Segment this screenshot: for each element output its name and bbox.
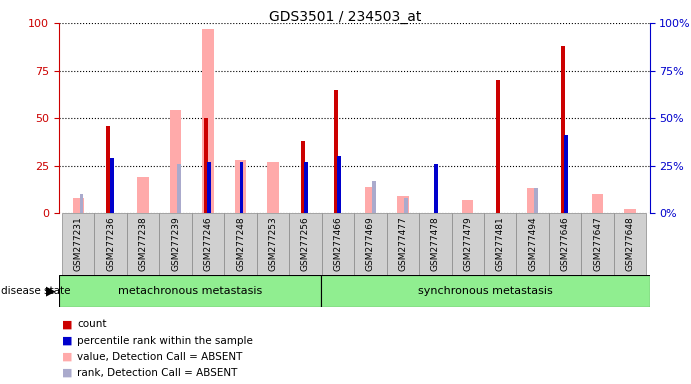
Bar xyxy=(305,162,308,213)
Bar xyxy=(235,160,246,213)
Bar xyxy=(138,177,149,213)
Bar xyxy=(337,156,341,213)
Text: ▶: ▶ xyxy=(46,285,55,298)
Text: GSM277647: GSM277647 xyxy=(593,216,602,271)
Text: GSM277466: GSM277466 xyxy=(333,216,343,271)
Bar xyxy=(170,111,181,213)
Bar xyxy=(301,141,305,213)
Text: ■: ■ xyxy=(62,336,73,346)
Text: synchronous metastasis: synchronous metastasis xyxy=(418,286,553,296)
Text: GSM277469: GSM277469 xyxy=(366,216,375,271)
Text: percentile rank within the sample: percentile rank within the sample xyxy=(77,336,254,346)
Text: metachronous metastasis: metachronous metastasis xyxy=(118,286,262,296)
Text: disease state: disease state xyxy=(1,286,70,296)
Text: GSM277477: GSM277477 xyxy=(398,216,407,271)
FancyBboxPatch shape xyxy=(581,213,614,275)
Bar xyxy=(564,135,568,213)
FancyBboxPatch shape xyxy=(192,213,225,275)
Bar xyxy=(177,164,181,213)
Text: GSM277253: GSM277253 xyxy=(269,216,278,271)
Text: rank, Detection Call = ABSENT: rank, Detection Call = ABSENT xyxy=(77,368,238,378)
Bar xyxy=(240,162,243,213)
Text: GSM277479: GSM277479 xyxy=(463,216,472,271)
Text: GSM277236: GSM277236 xyxy=(106,216,115,271)
Text: GSM277646: GSM277646 xyxy=(560,216,569,271)
Bar xyxy=(267,162,278,213)
Bar xyxy=(592,194,603,213)
FancyBboxPatch shape xyxy=(321,275,650,307)
Text: GSM277648: GSM277648 xyxy=(625,216,634,271)
Bar xyxy=(534,189,538,213)
Text: GDS3501 / 234503_at: GDS3501 / 234503_at xyxy=(269,10,422,23)
Bar xyxy=(204,118,208,213)
Bar xyxy=(110,158,113,213)
FancyBboxPatch shape xyxy=(290,213,322,275)
Text: ■: ■ xyxy=(62,368,73,378)
Bar xyxy=(372,181,376,213)
FancyBboxPatch shape xyxy=(62,213,95,275)
FancyBboxPatch shape xyxy=(549,213,581,275)
Bar xyxy=(365,187,376,213)
Text: count: count xyxy=(77,319,107,329)
FancyBboxPatch shape xyxy=(127,213,160,275)
FancyBboxPatch shape xyxy=(225,213,257,275)
Bar xyxy=(79,194,84,213)
Text: GSM277231: GSM277231 xyxy=(74,216,83,271)
Bar xyxy=(397,196,408,213)
Text: ■: ■ xyxy=(62,352,73,362)
Text: GSM277248: GSM277248 xyxy=(236,216,245,271)
FancyBboxPatch shape xyxy=(257,213,290,275)
Bar xyxy=(106,126,111,213)
Text: GSM277478: GSM277478 xyxy=(430,216,439,271)
FancyBboxPatch shape xyxy=(95,213,127,275)
FancyBboxPatch shape xyxy=(419,213,451,275)
FancyBboxPatch shape xyxy=(160,213,192,275)
Bar xyxy=(334,89,338,213)
Text: ■: ■ xyxy=(62,319,73,329)
FancyBboxPatch shape xyxy=(484,213,516,275)
Text: GSM277494: GSM277494 xyxy=(528,216,537,271)
FancyBboxPatch shape xyxy=(386,213,419,275)
Bar xyxy=(561,46,565,213)
Text: GSM277238: GSM277238 xyxy=(139,216,148,271)
FancyBboxPatch shape xyxy=(354,213,386,275)
Text: GSM277481: GSM277481 xyxy=(495,216,504,271)
FancyBboxPatch shape xyxy=(451,213,484,275)
FancyBboxPatch shape xyxy=(59,275,321,307)
Bar xyxy=(202,29,214,213)
Bar xyxy=(462,200,473,213)
Text: GSM277239: GSM277239 xyxy=(171,216,180,271)
Bar xyxy=(496,80,500,213)
Text: value, Detection Call = ABSENT: value, Detection Call = ABSENT xyxy=(77,352,243,362)
Bar xyxy=(527,189,538,213)
FancyBboxPatch shape xyxy=(322,213,354,275)
FancyBboxPatch shape xyxy=(614,213,646,275)
Bar xyxy=(625,209,636,213)
Bar xyxy=(435,164,438,213)
Bar xyxy=(404,198,408,213)
Text: GSM277256: GSM277256 xyxy=(301,216,310,271)
Bar xyxy=(207,162,211,213)
FancyBboxPatch shape xyxy=(516,213,549,275)
Bar xyxy=(73,198,84,213)
Text: GSM277246: GSM277246 xyxy=(204,216,213,271)
